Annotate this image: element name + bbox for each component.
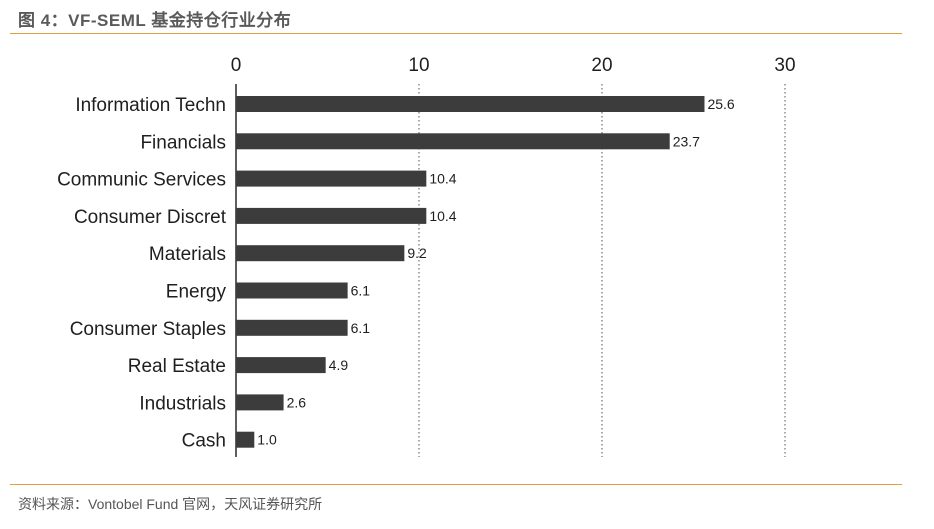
category-label-cash: Cash [182,431,226,452]
bar-cash [236,431,255,448]
category-label-financials: Financials [140,132,226,153]
top-divider [10,33,902,34]
category-label-consumer-staples: Consumer Staples [70,319,226,340]
value-label-real-estate: 4.9 [329,357,349,373]
x-tick-label-0: 0 [231,55,242,76]
value-label-information-techn: 25.6 [707,96,734,112]
bar-real-estate [236,357,326,374]
source-note: 资料来源：Vontobel Fund 官网，天风证券研究所 [18,496,323,512]
value-label-materials: 9.2 [407,245,427,261]
category-label-industrials: Industrials [139,393,226,414]
bar-information-techn [236,96,705,112]
category-label-materials: Materials [149,244,226,265]
value-label-consumer-staples: 6.1 [351,320,371,336]
value-label-industrials: 2.6 [287,394,307,410]
bar-consumer-staples [236,319,348,336]
bar-financials [236,133,670,150]
value-label-cash: 1.0 [257,432,277,448]
bar-communic-services [236,170,427,187]
figure-title: 图 4：VF-SEML 基金持仓行业分布 [18,11,292,30]
x-tick-label-20: 20 [591,55,612,76]
x-tick-label-30: 30 [774,55,795,76]
bar-industrials [236,394,284,411]
category-label-communic-services: Communic Services [57,170,226,191]
value-label-consumer-discret: 10.4 [429,208,456,224]
x-tick-label-10: 10 [408,55,429,76]
category-label-consumer-discret: Consumer Discret [74,207,227,228]
bar-materials [236,245,405,262]
bottom-divider [10,484,902,485]
value-label-financials: 23.7 [673,133,700,149]
category-label-energy: Energy [166,282,227,303]
bar-energy [236,282,348,299]
category-label-information-techn: Information Techn [75,95,226,116]
bar-chart: 0 10 20 30 Information Techn 25.6 Financials 23… [57,55,796,457]
value-label-energy: 6.1 [351,283,371,299]
bar-consumer-discret [236,207,427,224]
category-label-real-estate: Real Estate [128,356,226,377]
value-label-communic-services: 10.4 [429,171,456,187]
